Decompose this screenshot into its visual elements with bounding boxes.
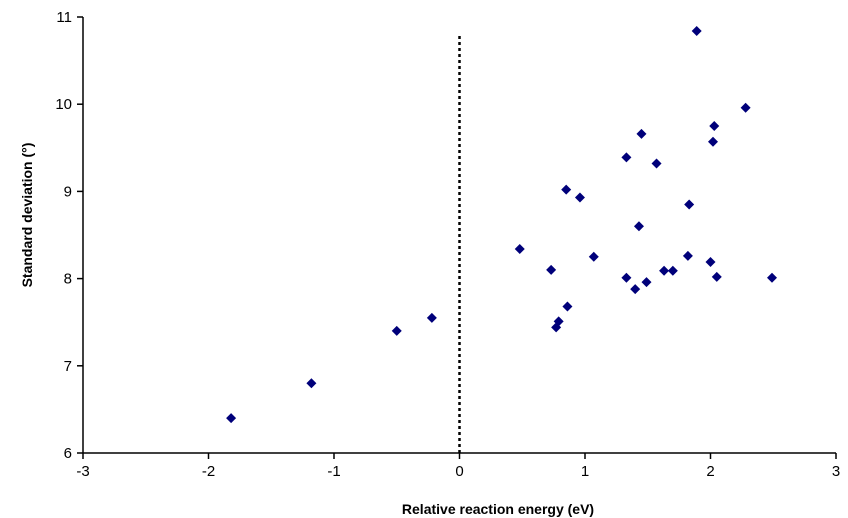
y-tick-label: 9 xyxy=(64,183,72,200)
data-point xyxy=(641,277,652,288)
data-point xyxy=(391,325,402,336)
x-axis-label: Relative reaction energy (eV) xyxy=(402,501,594,517)
data-point xyxy=(682,250,693,261)
data-point xyxy=(426,312,437,323)
data-point xyxy=(514,243,525,254)
data-point xyxy=(691,25,702,36)
x-tick-label: 3 xyxy=(832,463,840,480)
data-point xyxy=(621,152,632,163)
x-tick-label: 1 xyxy=(581,463,589,480)
data-point xyxy=(306,378,317,389)
y-axis-ticks: 6 7 8 9 10 11 xyxy=(55,9,83,462)
y-tick-label: 11 xyxy=(56,9,72,26)
data-point xyxy=(709,121,720,131)
data-point xyxy=(561,184,572,195)
x-tick-label: 2 xyxy=(706,463,714,480)
data-point xyxy=(651,158,662,169)
x-tick-label: 0 xyxy=(455,463,463,480)
data-point xyxy=(630,284,641,295)
y-axis-label: Standard deviation (°) xyxy=(19,143,35,288)
data-point xyxy=(588,251,599,262)
data-point xyxy=(705,257,716,268)
x-axis-ticks: -3 -2 -1 0 1 2 3 xyxy=(76,453,840,480)
y-tick-label: 8 xyxy=(64,271,72,288)
data-point xyxy=(684,199,695,210)
data-point xyxy=(708,136,719,147)
data-point xyxy=(574,192,585,203)
data-point xyxy=(636,128,647,139)
data-point xyxy=(659,265,670,276)
data-point xyxy=(562,301,573,312)
y-tick-label: 10 xyxy=(55,96,72,113)
x-tick-label: -3 xyxy=(76,463,89,480)
y-tick-label: 7 xyxy=(64,358,72,375)
data-point xyxy=(546,264,557,275)
data-point xyxy=(633,221,644,232)
data-point xyxy=(621,272,632,283)
data-point xyxy=(711,271,722,282)
data-point xyxy=(553,316,564,327)
data-point xyxy=(766,272,777,283)
y-tick-label: 6 xyxy=(64,445,72,462)
x-tick-label: -1 xyxy=(327,463,340,480)
data-point xyxy=(226,413,237,424)
data-point xyxy=(740,102,751,113)
data-point xyxy=(667,265,678,276)
x-tick-label: -2 xyxy=(202,463,215,480)
data-points xyxy=(226,25,777,424)
